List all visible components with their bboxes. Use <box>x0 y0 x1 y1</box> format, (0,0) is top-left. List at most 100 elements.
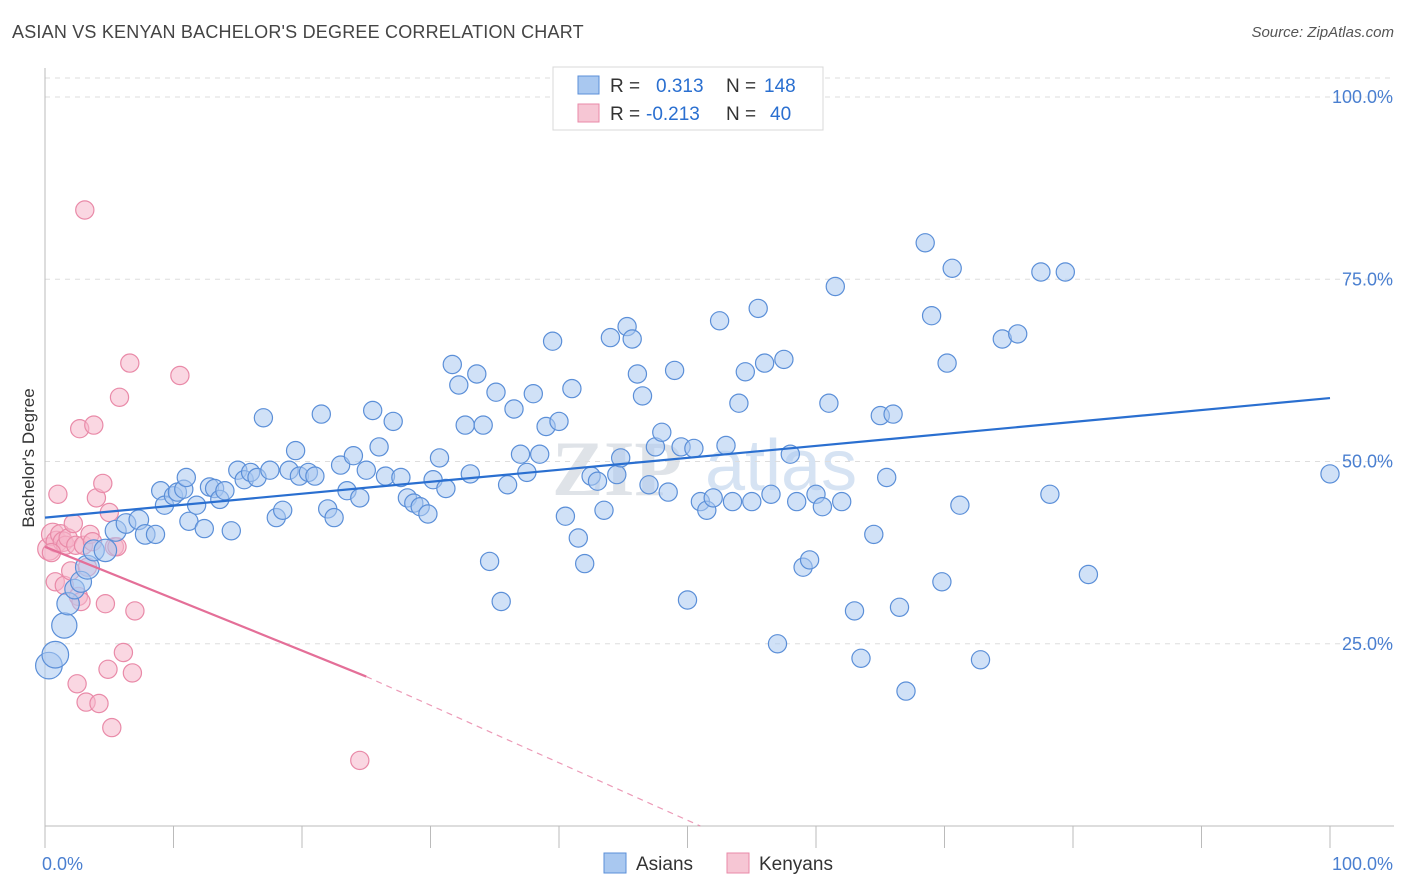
asians-point <box>600 327 621 348</box>
asians-point <box>1031 262 1051 282</box>
kenyans-point <box>122 663 143 683</box>
asians-point <box>664 360 685 381</box>
asians-point <box>703 488 723 508</box>
chart-title: ASIAN VS KENYAN BACHELOR'S DEGREE CORREL… <box>12 22 584 42</box>
asians-point <box>819 393 839 413</box>
legend-r-value-asians: 0.313 <box>656 76 704 97</box>
asians-point <box>716 435 736 456</box>
legend-n-label-asians: N = <box>726 76 756 97</box>
asians-point <box>523 384 544 404</box>
asians-point <box>324 507 344 528</box>
asians-point <box>844 601 865 621</box>
asians-point <box>363 400 383 421</box>
kenyans-point <box>113 642 134 663</box>
asians-point <box>735 362 756 382</box>
x-tick-label: 0.0% <box>42 854 83 874</box>
legend-swatch-asians <box>577 75 600 95</box>
asians-point <box>221 521 241 541</box>
asians-trend-line <box>44 396 1331 519</box>
asians-point <box>799 550 820 570</box>
asians-point <box>832 491 852 512</box>
asians-point <box>1078 564 1099 585</box>
asians-point <box>684 438 704 459</box>
tick-labels: 25.0% 50.0% 75.0% 100.0% 0.0% 100.0% <box>42 87 1393 874</box>
asians-point <box>877 467 897 488</box>
series-legend: Asians Kenyans <box>603 852 833 875</box>
y-tick-label: 25.0% <box>1342 634 1393 654</box>
y-tick-label: 100.0% <box>1332 87 1393 107</box>
asians-point <box>93 538 118 563</box>
asians-point <box>285 440 306 461</box>
asians-point <box>176 467 196 488</box>
kenyans-point <box>125 601 145 621</box>
asians-point <box>311 404 331 424</box>
kenyans-point <box>98 659 118 680</box>
asians-point <box>594 500 614 520</box>
legend-r-value-kenyans: -0.213 <box>646 104 700 125</box>
asians-point <box>305 466 325 486</box>
gridlines <box>45 77 1394 645</box>
legend-n-value-asians: 148 <box>764 76 796 97</box>
asians-point <box>787 491 807 512</box>
kenyans-point <box>48 484 68 504</box>
asians-point <box>851 648 871 669</box>
asians-point <box>486 382 506 402</box>
kenyans-trend-extension <box>366 676 701 827</box>
asians-point <box>950 495 970 515</box>
kenyans-point <box>89 693 109 714</box>
asians-point <box>391 467 411 488</box>
asians-point <box>970 650 991 670</box>
asians-point <box>748 298 768 319</box>
asians-point <box>497 475 518 495</box>
asians-point <box>460 464 480 484</box>
asians-point <box>455 415 475 435</box>
asians-point <box>51 612 78 639</box>
asians-point <box>467 364 487 384</box>
asians-point <box>568 528 589 548</box>
kenyans-point <box>93 473 113 494</box>
trend-lines <box>44 396 1331 827</box>
asians-point <box>761 484 781 504</box>
series-asians-points <box>35 233 1340 701</box>
kenyans-point <box>75 200 95 220</box>
asians-point <box>767 634 788 654</box>
asians-point <box>1320 464 1340 484</box>
kenyans-point <box>95 594 116 614</box>
asians-point <box>449 375 469 395</box>
asians-point <box>942 258 962 278</box>
asians-point <box>607 464 627 485</box>
asians-point <box>587 471 608 491</box>
asians-point <box>639 475 659 495</box>
y-axis-title: Bachelor's Degree <box>19 388 38 527</box>
asians-point <box>774 349 794 370</box>
asians-point <box>562 378 582 399</box>
series-legend-label-asians: Asians <box>636 854 693 875</box>
asians-point <box>658 482 678 502</box>
kenyans-point <box>84 415 104 435</box>
asians-point <box>273 500 293 520</box>
x-tick-label: 100.0% <box>1332 854 1393 874</box>
asians-point <box>479 551 500 572</box>
asians-point <box>883 404 903 424</box>
asians-point <box>145 524 166 545</box>
asians-point <box>549 411 569 432</box>
kenyans-point <box>120 353 140 373</box>
asians-point <box>932 572 952 592</box>
asians-point <box>429 448 450 468</box>
asians-point <box>889 597 910 618</box>
legend-swatch-kenyans <box>577 103 600 123</box>
asians-point <box>253 408 274 428</box>
legend-n-label-kenyans: N = <box>726 104 756 125</box>
series-legend-swatch-asians <box>603 852 627 874</box>
asians-point <box>442 354 462 375</box>
asians-point <box>473 415 493 435</box>
asians-point <box>1040 484 1060 504</box>
asians-point <box>709 311 730 331</box>
chart-source: Source: ZipAtlas.com <box>1251 24 1394 41</box>
asians-point <box>350 488 370 508</box>
asians-point <box>1055 262 1076 282</box>
asians-point <box>530 444 550 464</box>
legend-r-label-asians: R = <box>610 76 640 97</box>
asians-point <box>611 448 631 468</box>
